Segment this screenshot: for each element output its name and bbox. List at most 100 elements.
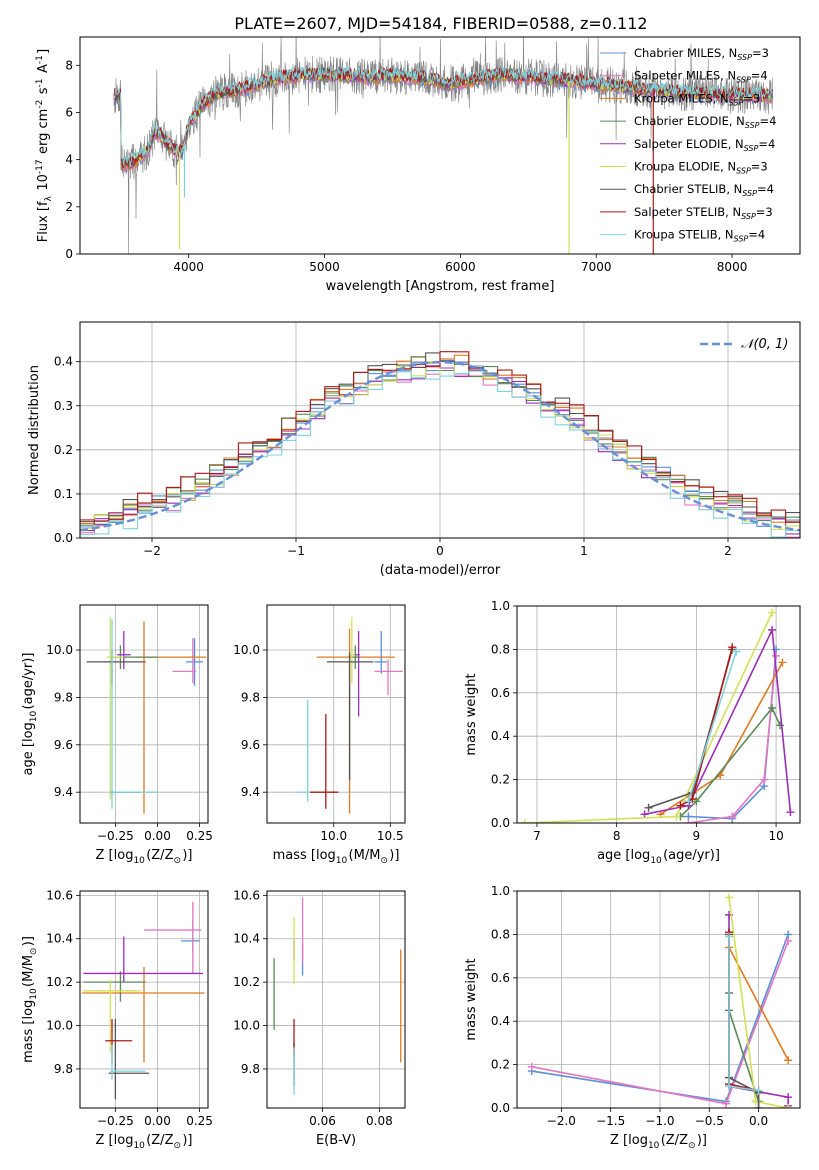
- x-axis-label: Z [log10 (Z/Z⊙ )]: [96, 1133, 193, 1151]
- mass-weight-marker: [768, 608, 777, 617]
- figure-title: PLATE=2607, MJD=54184, FIBERID=0588, z=0…: [234, 14, 647, 33]
- error-bar-point: [81, 966, 205, 1063]
- y-tick-label: 1.0: [491, 599, 510, 613]
- x-tick-label: −2.0: [547, 1114, 576, 1128]
- legend-label: Chabrier MILES, NSSP=3: [634, 46, 769, 62]
- weight-vs-Z-axes: −2.0 −1.5 −1.0 −0.5 0.0 0.0 0.2 0.4 0.6 0.8 1.0 Z […: [464, 884, 800, 1151]
- x-tick-label: 10: [768, 829, 783, 843]
- x-axis-label: wavelength [Angstrom, rest frame]: [326, 279, 555, 294]
- error-bar-point: [374, 631, 387, 674]
- y-axis-label: age [log10 (age/yr)]: [21, 653, 39, 776]
- mass-weight-marker: [760, 775, 769, 784]
- y-tick-label: 9.8: [54, 1062, 73, 1076]
- mass-vs-Z-plot-area: [81, 901, 205, 1100]
- mass-weight-marker: [722, 1099, 731, 1108]
- error-bar-point: [181, 919, 200, 952]
- y-tick-label: 9.8: [241, 1062, 260, 1076]
- x-tick-label: 10.5: [377, 829, 404, 843]
- mass-weight-marker: [520, 819, 529, 823]
- residual-histogram-step: [80, 361, 800, 530]
- y-tick-label: 0.0: [491, 1101, 510, 1115]
- mass-weight-marker: [784, 936, 793, 945]
- y-tick-label: 0.1: [54, 487, 73, 501]
- mass-weight-marker: [754, 1104, 763, 1108]
- legend-label: 𝒩(0, 1): [741, 337, 788, 352]
- y-tick-label: 0.8: [491, 927, 510, 941]
- y-axis-label: mass weight: [464, 958, 479, 1040]
- error-bar-point: [374, 659, 403, 696]
- y-tick-label: 0.6: [491, 971, 510, 985]
- mass-weight-line: [688, 649, 777, 820]
- legend-label: Kroupa ELODIE, NSSP=3: [634, 160, 768, 176]
- error-bar-point: [83, 936, 203, 983]
- residuals-axes: −2 −1 0 1 2 0.0 0.1 0.2 0.3 0.4 (data-model)/error…: [27, 322, 800, 578]
- x-tick-label: −0.25: [97, 829, 134, 843]
- x-tick-label: 0.00: [144, 1114, 171, 1128]
- y-axis-label: mass [log10 (M/M⊙ )]: [21, 936, 39, 1063]
- y-tick-label: 9.8: [54, 690, 73, 704]
- y-tick-label: 0.4: [54, 355, 73, 369]
- x-tick-label: 4000: [173, 260, 204, 274]
- y-tick-label: 9.6: [241, 738, 260, 752]
- mass-weight-marker: [725, 893, 734, 902]
- weight-vs-Z-frame: [516, 890, 801, 1109]
- error-bar-point: [83, 979, 141, 1052]
- x-tick-label: 0.00: [144, 829, 171, 843]
- mass-weight-line: [648, 649, 733, 809]
- mass-weight-marker: [684, 819, 693, 823]
- spectrum-axes: 4000 5000 6000 7000 8000 0 2 4 6 8 wavelength [Ang…: [35, 49, 747, 294]
- y-tick-label: 10.0: [233, 643, 260, 657]
- error-bar-point: [172, 638, 197, 684]
- x-axis-label: Z [log10 (Z/Z⊙ )]: [96, 848, 193, 866]
- y-tick-label: 10.4: [233, 932, 260, 946]
- spectrum-plot-area: [113, 37, 774, 254]
- x-tick-label: −1.5: [596, 1114, 625, 1128]
- x-tick-label: 5000: [309, 260, 340, 274]
- y-tick-label: 0.4: [491, 729, 510, 743]
- legend-label: Chabrier STELIB, NSSP=4: [634, 182, 774, 198]
- x-tick-label: 0.25: [186, 829, 213, 843]
- x-tick-label: −0.5: [695, 1114, 724, 1128]
- age-vs-Z-plot-area: [86, 616, 207, 814]
- mass-weight-marker: [776, 721, 785, 730]
- y-tick-label: 0.0: [491, 816, 510, 830]
- error-bar-point: [144, 901, 202, 974]
- legend-label: Salpeter ELODIE, NSSP=4: [634, 137, 775, 153]
- y-tick-label: 0.0: [54, 531, 73, 545]
- residual-histogram-step: [80, 351, 800, 523]
- spectrum-frame: [79, 36, 801, 255]
- y-tick-label: 0.2: [491, 773, 510, 787]
- mass-weight-marker: [672, 812, 681, 821]
- x-tick-label: 2: [724, 544, 732, 558]
- mass-weight-marker: [728, 643, 737, 652]
- age-vs-mass-plot-area: [296, 616, 403, 814]
- x-tick-label: 0: [436, 544, 444, 558]
- legend-label: Kroupa STELIB, NSSP=4: [634, 228, 765, 244]
- y-tick-label: 10.2: [233, 975, 260, 989]
- y-axis-label: mass weight: [464, 673, 479, 755]
- y-tick-label: 0: [65, 247, 73, 261]
- y-tick-label: 0.3: [54, 399, 73, 413]
- x-axis-label: age [log10 (age/yr)]: [597, 848, 720, 866]
- error-bar-point: [106, 616, 124, 800]
- x-tick-label: −1.0: [645, 1114, 674, 1128]
- legend-label: Salpeter MILES, NSSP=4: [634, 69, 768, 85]
- y-tick-label: 9.8: [241, 690, 260, 704]
- y-tick-label: 6: [65, 105, 73, 119]
- y-tick-label: 2: [65, 200, 73, 214]
- x-tick-label: 7: [533, 829, 541, 843]
- error-bar-point: [110, 619, 158, 809]
- x-axis-label: mass [log10 (M/M⊙ )]: [273, 848, 400, 866]
- x-tick-label: 7000: [581, 260, 612, 274]
- mass-weight-marker: [684, 797, 693, 806]
- mass-vs-Z-frame: [79, 890, 209, 1109]
- x-tick-label: −0.25: [97, 1114, 134, 1128]
- x-tick-label: 0.0: [749, 1114, 768, 1128]
- x-tick-label: 8000: [717, 260, 748, 274]
- age-vs-mass-axes: 10.0 10.5 9.4 9.6 9.8 10.0 mass [log10 (M/M⊙ )…: [233, 605, 405, 866]
- error-bar-point: [110, 1045, 146, 1080]
- x-axis-label: Z [log10 (Z/Z⊙ )]: [610, 1133, 707, 1151]
- age-vs-Z-frame: [79, 604, 209, 824]
- legend-label: Chabrier ELODIE, NSSP=4: [634, 114, 776, 130]
